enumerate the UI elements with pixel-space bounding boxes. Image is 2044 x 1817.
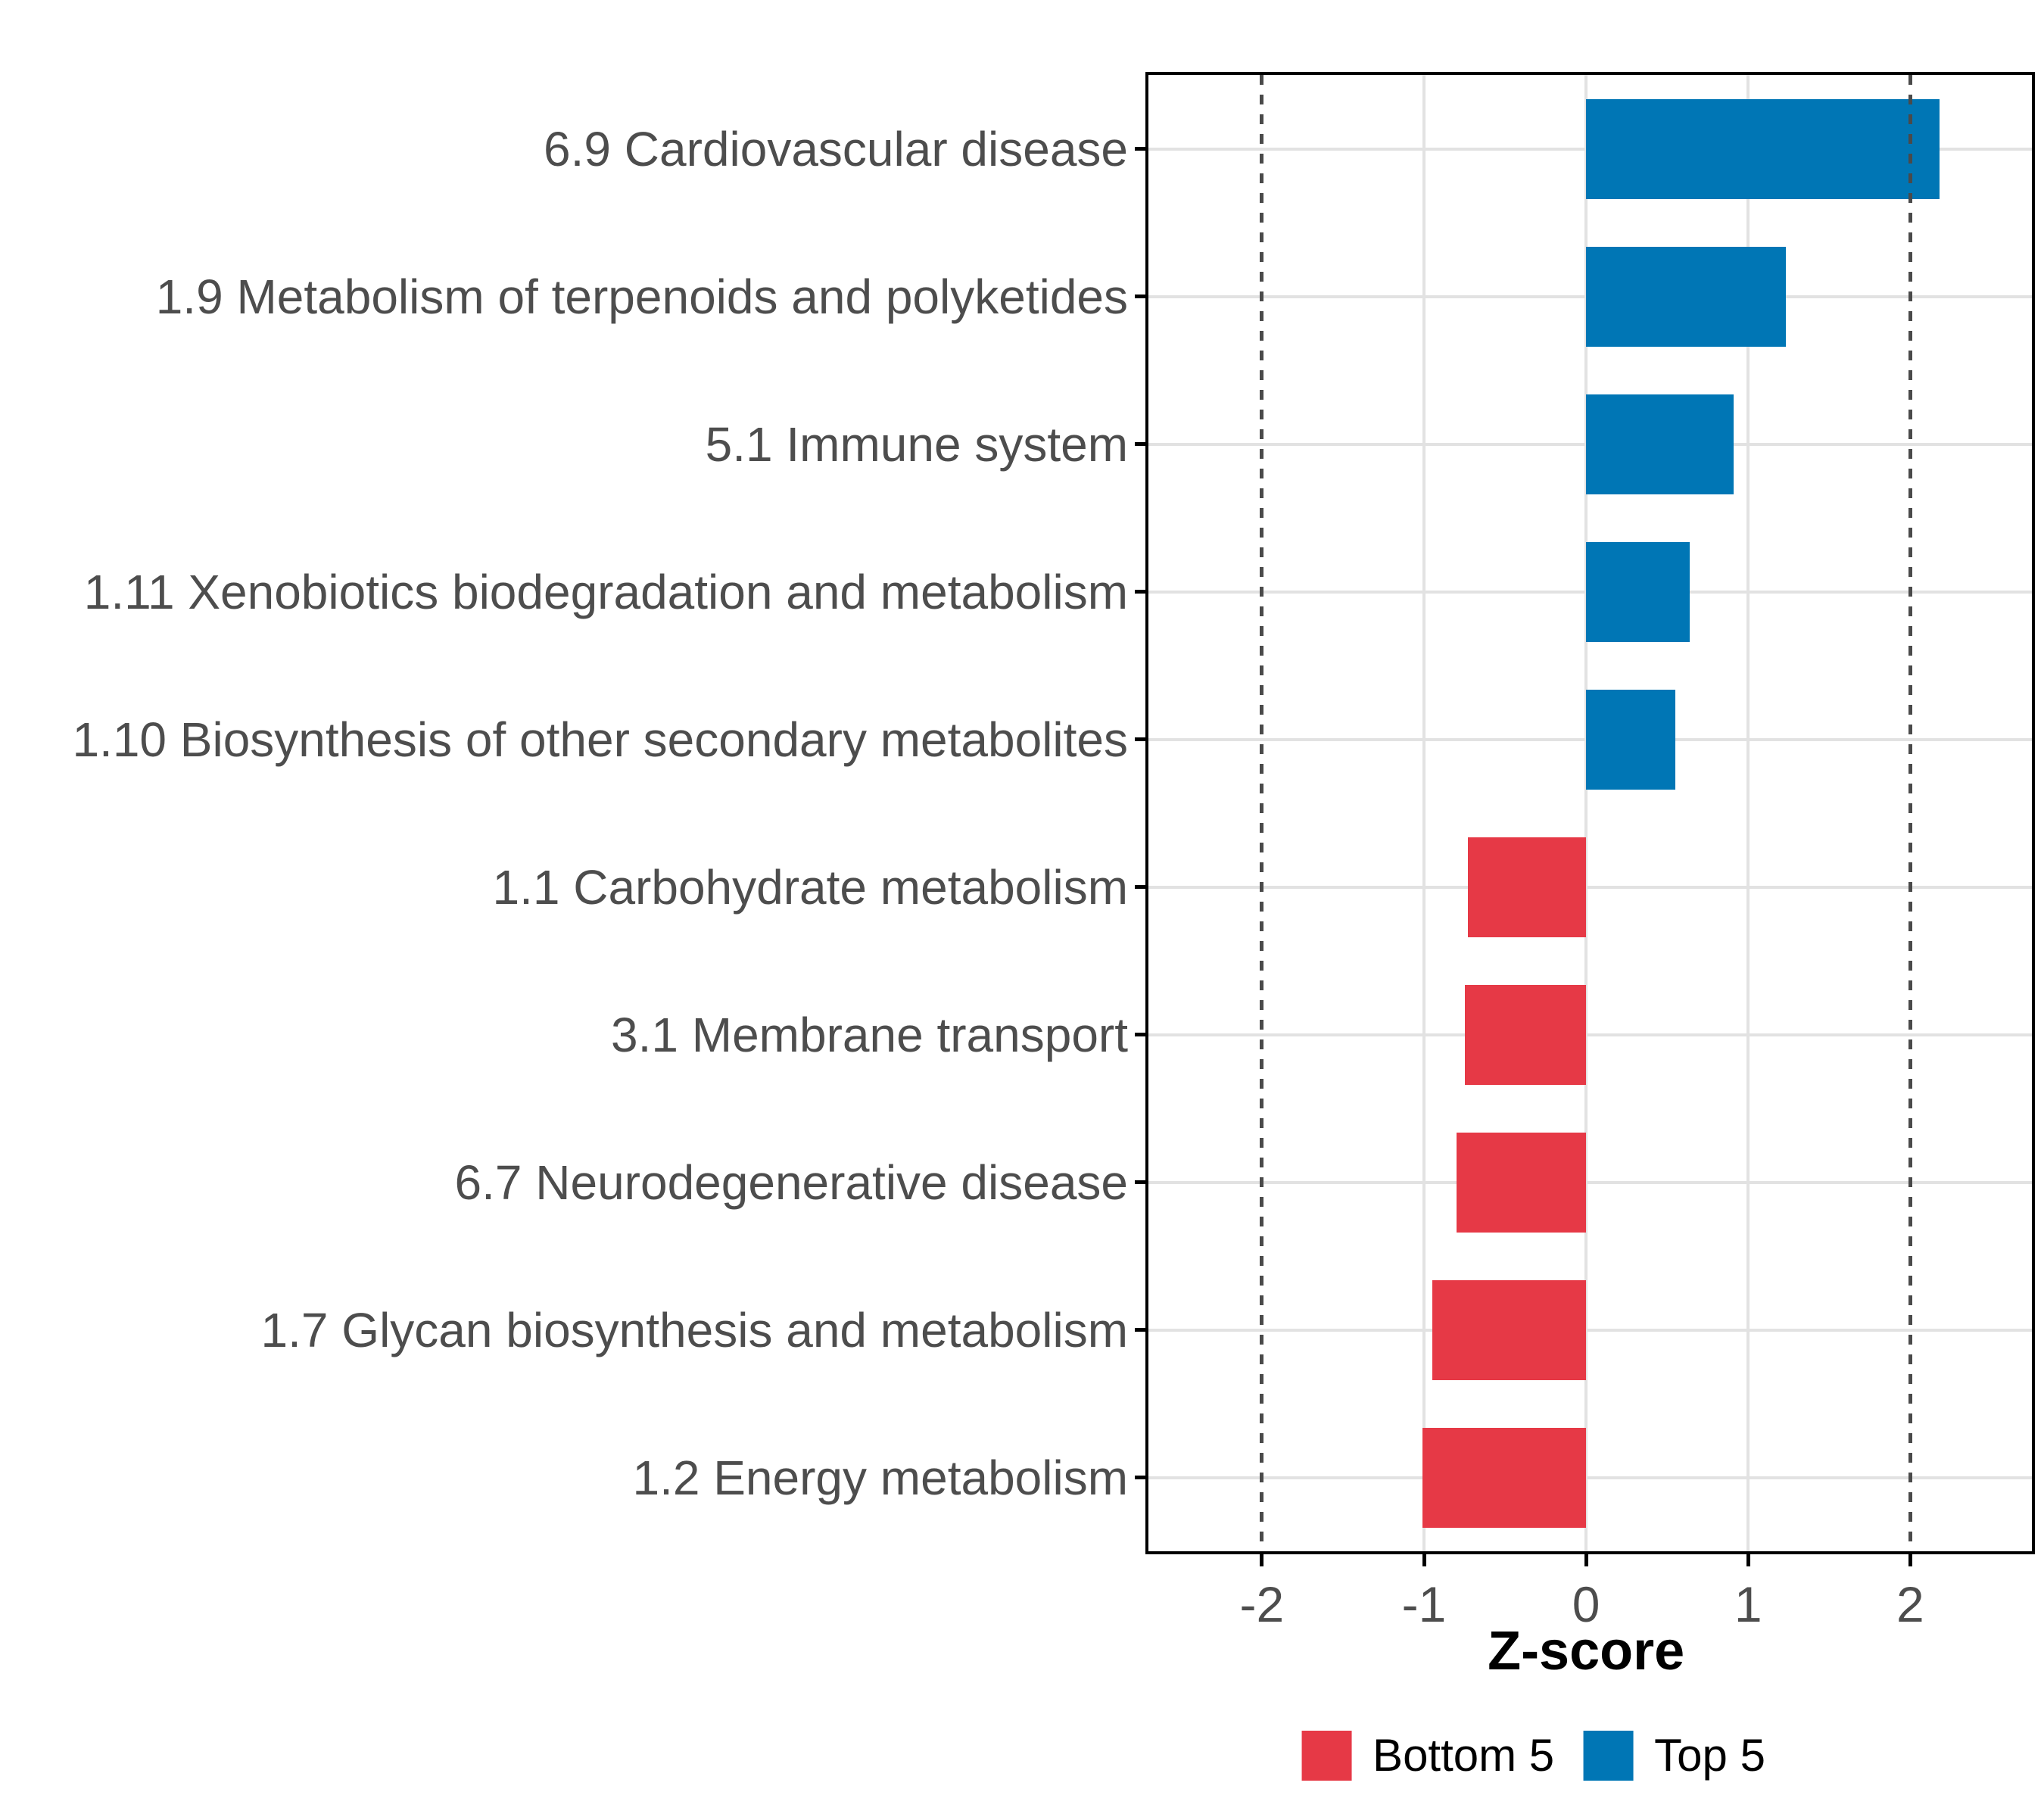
plot-panel: [1148, 75, 2032, 1551]
legend-label-top-5: Top 5: [1654, 1730, 1765, 1781]
y-tick-1-10-biosynthesis-of-other-secondary-metabolites: [1135, 737, 1148, 741]
y-tick-1-7-glycan-biosynthesis-and-metabolism: [1135, 1328, 1148, 1332]
x-tick-label-1: 1: [1734, 1576, 1762, 1632]
y-label-1-7-glycan-biosynthesis-and-metabolism: 1.7 Glycan biosynthesis and metabolism: [260, 1302, 1128, 1357]
y-label-3-1-membrane-transport: 3.1 Membrane transport: [611, 1007, 1128, 1062]
y-tick-1-9-metabolism-of-terpenoids-and-polyketides: [1135, 295, 1148, 298]
gridline-y-3-1-membrane-transport: [1148, 1033, 2032, 1036]
y-tick-1-11-xenobiotics-biodegradation-and-metabolism: [1135, 590, 1148, 594]
x-axis-title: Z-score: [1488, 1621, 1685, 1681]
y-tick-1-2-energy-metabolism: [1135, 1476, 1148, 1479]
x-tick-1: [1746, 1551, 1750, 1566]
bar-6-9-cardiovascular-disease: [1586, 98, 1940, 199]
gridline-y-1-2-energy-metabolism: [1148, 1476, 2032, 1479]
x-tick-2: [1908, 1551, 1912, 1566]
y-label-1-1-carbohydrate-metabolism: 1.1 Carbohydrate metabolism: [492, 859, 1128, 915]
y-label-5-1-immune-system: 5.1 Immune system: [705, 416, 1128, 472]
legend-swatch-top-5: [1583, 1730, 1634, 1781]
gridline-x-1: [1746, 75, 1750, 1551]
x-tick-label--2: -2: [1239, 1576, 1285, 1632]
bar-3-1-membrane-transport: [1464, 984, 1587, 1085]
reference-line-2: [1908, 75, 1912, 1551]
legend-label-bottom-5: Bottom 5: [1373, 1730, 1555, 1781]
legend-entry-bottom-5: Bottom 5: [1301, 1729, 1554, 1781]
y-label-6-9-cardiovascular-disease: 6.9 Cardiovascular disease: [544, 121, 1128, 176]
y-label-1-11-xenobiotics-biodegradation-and-metabolism: 1.11 Xenobiotics biodegradation and meta…: [83, 564, 1128, 619]
legend: Bottom 5 Top 5: [1301, 1729, 1765, 1781]
bar-6-7-neurodegenerative-disease: [1456, 1132, 1587, 1233]
x-tick-label-2: 2: [1896, 1576, 1924, 1632]
legend-swatch-bottom-5: [1301, 1730, 1352, 1781]
y-tick-3-1-membrane-transport: [1135, 1033, 1148, 1036]
bar-1-10-biosynthesis-of-other-secondary-metabolites: [1586, 689, 1675, 790]
gridline-x--1: [1422, 75, 1426, 1551]
x-tick--1: [1422, 1551, 1426, 1566]
y-label-6-7-neurodegenerative-disease: 6.7 Neurodegenerative disease: [454, 1155, 1129, 1210]
x-tick-label--1: -1: [1401, 1576, 1447, 1632]
gridline-y-6-7-neurodegenerative-disease: [1148, 1180, 2032, 1184]
bar-1-9-metabolism-of-terpenoids-and-polyketides: [1586, 246, 1786, 347]
x-tick-0: [1584, 1551, 1588, 1566]
bar-1-7-glycan-biosynthesis-and-metabolism: [1432, 1279, 1587, 1380]
gridline-x-0: [1584, 75, 1588, 1551]
y-tick-6-7-neurodegenerative-disease: [1135, 1180, 1148, 1184]
legend-entry-top-5: Top 5: [1583, 1729, 1765, 1781]
x-tick--2: [1260, 1551, 1264, 1566]
gridline-y-1-1-carbohydrate-metabolism: [1148, 885, 2032, 889]
y-label-1-2-energy-metabolism: 1.2 Energy metabolism: [632, 1450, 1128, 1505]
gridline-y-1-7-glycan-biosynthesis-and-metabolism: [1148, 1328, 2032, 1332]
bar-1-1-carbohydrate-metabolism: [1467, 837, 1587, 937]
y-tick-5-1-immune-system: [1135, 442, 1148, 446]
y-tick-6-9-cardiovascular-disease: [1135, 147, 1148, 151]
bar-1-2-energy-metabolism: [1422, 1427, 1587, 1528]
y-tick-1-1-carbohydrate-metabolism: [1135, 885, 1148, 889]
reference-line--2: [1260, 75, 1264, 1551]
bar-5-1-immune-system: [1586, 394, 1734, 494]
y-label-1-9-metabolism-of-terpenoids-and-polyketides: 1.9 Metabolism of terpenoids and polyket…: [155, 269, 1128, 324]
y-label-1-10-biosynthesis-of-other-secondary-metabolites: 1.10 Biosynthesis of other secondary met…: [72, 712, 1128, 767]
bar-1-11-xenobiotics-biodegradation-and-metabolism: [1586, 541, 1690, 642]
x-tick-label-0: 0: [1572, 1576, 1600, 1632]
